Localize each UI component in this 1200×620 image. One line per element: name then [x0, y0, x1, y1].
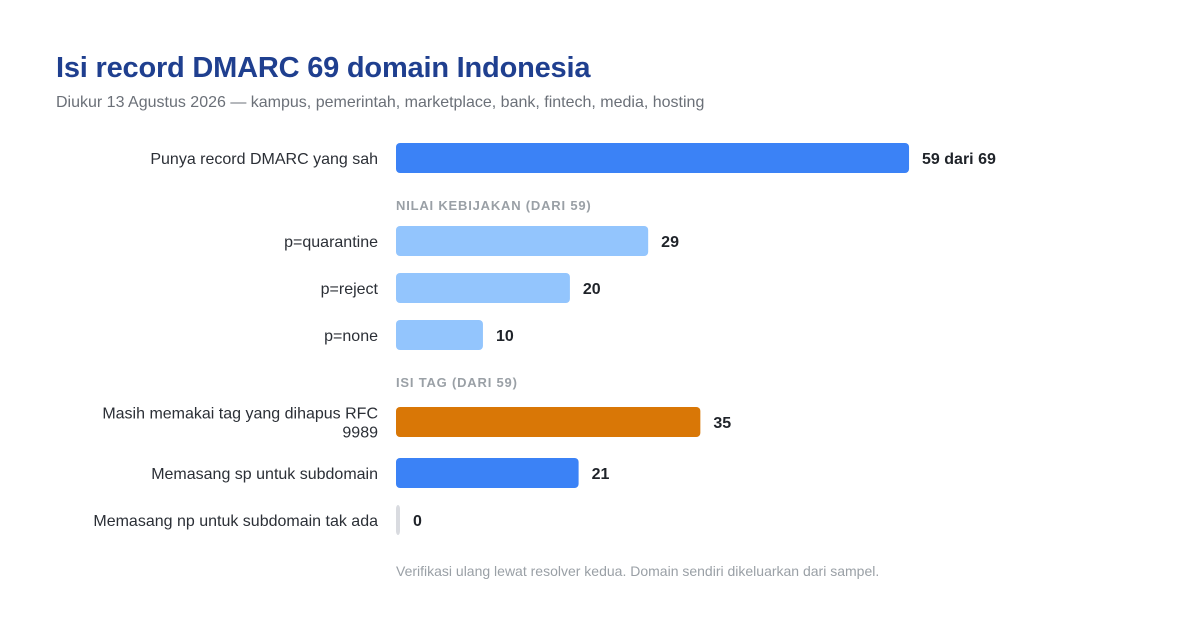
value-label: 20 [583, 281, 601, 298]
bar [396, 273, 570, 303]
bar [396, 407, 701, 437]
category-label: p=reject [321, 281, 379, 298]
chart-title: Isi record DMARC 69 domain Indonesia [56, 52, 591, 84]
chart-footnote: Verifikasi ulang lewat resolver kedua. D… [396, 563, 880, 579]
category-label: 9989 [342, 425, 378, 442]
section-label: NILAI KEBIJAKAN (DARI 59) [396, 198, 592, 213]
value-label: 59 dari 69 [922, 151, 996, 168]
value-label: 0 [413, 513, 422, 530]
value-label: 21 [592, 466, 610, 483]
bar [396, 226, 649, 256]
category-label: Punya record DMARC yang sah [150, 151, 378, 168]
category-label: Masih memakai tag yang dihapus RFC [102, 406, 378, 423]
section-label: ISI TAG (DARI 59) [396, 375, 518, 390]
category-label: p=quarantine [284, 234, 378, 251]
bar [396, 143, 910, 173]
value-label: 29 [661, 234, 679, 251]
category-label: Memasang sp untuk subdomain [151, 466, 378, 483]
value-label: 10 [496, 328, 514, 345]
category-label: Memasang np untuk subdomain tak ada [93, 513, 378, 530]
bar [396, 505, 400, 535]
chart-subtitle: Diukur 13 Agustus 2026 — kampus, pemerin… [56, 94, 705, 111]
category-label: p=none [324, 328, 378, 345]
bar [396, 320, 483, 350]
bar [396, 458, 579, 488]
value-label: 35 [713, 415, 731, 432]
